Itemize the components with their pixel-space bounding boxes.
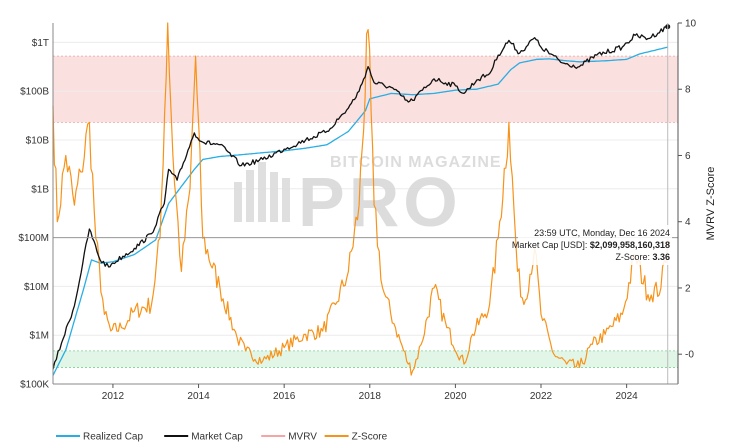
right-tick-label: 2 [685, 283, 691, 294]
x-tick-label: 2022 [530, 391, 553, 402]
tooltip-market-cap-value: $2,099,958,160,318 [590, 240, 670, 250]
right-tick-label: 8 [685, 85, 691, 96]
legend-item-realized-cap[interactable]: Realized Cap [56, 432, 143, 443]
tooltip-date: 23:59 UTC, Monday, Dec 16 2024 [534, 228, 670, 238]
legend-label: MVRV [288, 432, 317, 443]
series-realized-cap [52, 46, 668, 376]
legend-label: Z-Score [352, 432, 388, 443]
right-tick-label: 4 [685, 217, 691, 228]
left-tick-label: $100M [18, 233, 49, 244]
right-tick-label: -0 [685, 350, 694, 361]
left-tick-label: $1T [32, 38, 49, 49]
legend-item-mvrv[interactable]: MVRV [261, 432, 317, 443]
watermark-logo-icon [234, 162, 290, 222]
axes [52, 23, 679, 385]
watermark: BITCOIN MAGAZINE PRO [234, 154, 501, 241]
tooltip: 23:59 UTC, Monday, Dec 16 2024 Market Ca… [512, 225, 672, 265]
left-tick-label: $100B [20, 87, 49, 98]
x-tick-label: 2024 [616, 391, 639, 402]
tooltip-market-cap: Market Cap [USD]: $2,099,958,160,318 [512, 240, 670, 250]
series-market-cap [52, 26, 668, 370]
undervalued-zone-band [53, 350, 678, 368]
legend: Realized Cap Market Cap MVRV Z-Score [56, 432, 388, 443]
left-tick-label: $1M [30, 331, 49, 342]
left-tick-label: $100K [20, 380, 49, 391]
x-tick-label: 2020 [444, 391, 467, 402]
x-tick-label: 2014 [187, 391, 210, 402]
tooltip-zscore-value: 3.36 [652, 252, 670, 262]
x-tick-label: 2016 [273, 391, 296, 402]
legend-label: Realized Cap [83, 432, 143, 443]
x-tick-label: 2012 [102, 391, 125, 402]
x-tick-label: 2018 [359, 391, 382, 402]
left-tick-label: $10B [26, 136, 50, 147]
legend-item-market-cap[interactable]: Market Cap [164, 432, 243, 443]
left-axis-ticks: $100K $1M $10M $100M $1B $10B $100B $1T [18, 38, 49, 391]
legend-label: Market Cap [191, 432, 243, 443]
right-tick-label: 10 [685, 19, 697, 30]
left-tick-label: $1B [31, 184, 49, 195]
right-tick-label: 6 [685, 151, 691, 162]
tooltip-zscore: Z-Score: 3.36 [615, 252, 670, 262]
series-z-score [52, 22, 669, 376]
tooltip-zscore-label: Z-Score: [615, 252, 650, 262]
left-tick-label: $10M [24, 282, 49, 293]
tooltip-box [518, 225, 672, 265]
watermark-line-2: PRO [298, 163, 462, 241]
x-axis-ticks: 2012 2014 2016 2018 2020 2022 2024 [102, 384, 638, 402]
tooltip-market-cap-label: Market Cap [USD]: [512, 240, 588, 250]
right-axis-ticks: -0 2 4 6 8 10 [678, 19, 697, 361]
legend-item-z-score[interactable]: Z-Score [324, 432, 388, 443]
right-axis-title: MVRV Z-Score [705, 167, 717, 241]
